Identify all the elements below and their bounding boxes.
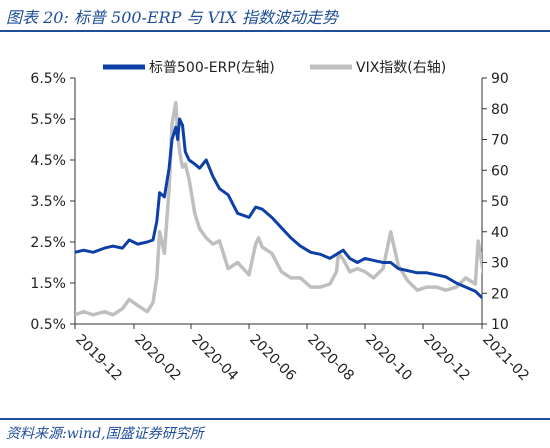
y-right-tick-label: 90 (491, 71, 509, 87)
x-tick-label: 2021-02 (479, 332, 532, 385)
y-left-tick-label: 3.5% (30, 194, 66, 210)
x-tick-label: 2020-08 (304, 332, 357, 385)
y-left-tick-label: 2.5% (30, 235, 66, 251)
y-right-tick-label: 20 (491, 286, 509, 302)
y-right-tick-label: 40 (491, 225, 509, 241)
y-right-tick-label: 70 (491, 133, 509, 149)
y-right-tick-label: 80 (491, 102, 509, 118)
source-rule (0, 418, 550, 420)
source-note: 资料来源:wind,国盛证券研究所 (6, 426, 204, 442)
y-right-tick-label: 50 (491, 194, 509, 210)
x-tick-label: 2020-02 (131, 332, 184, 385)
vix-series-line (75, 100, 482, 317)
x-tick-label: 2019-12 (72, 332, 125, 385)
y-left-tick-label: 4.5% (30, 153, 66, 169)
legend-vix-label: VIX指数(右轴) (356, 60, 446, 76)
y-left-tick-label: 1.5% (30, 276, 66, 292)
x-tick-label: 2020-12 (420, 332, 473, 385)
chart-plot-area (75, 100, 482, 317)
x-tick-label: 2020-10 (362, 332, 415, 385)
y-left-tick-label: 5.5% (30, 112, 66, 128)
y-right-tick-label: 30 (491, 256, 509, 272)
y-right-tick-label: 10 (491, 317, 509, 333)
x-tick-label: 2020-06 (246, 332, 299, 385)
y-left-tick-label: 6.5% (30, 71, 66, 87)
x-tick-label: 2020-04 (188, 332, 241, 385)
legend-erp-label: 标普500-ERP(左轴) (149, 60, 275, 76)
y-left-tick-label: 0.5% (30, 317, 66, 333)
erp-series-line (75, 117, 482, 300)
chart-legend: 标普500-ERP(左轴) VIX指数(右轴) (103, 60, 446, 76)
title-rule (0, 30, 550, 32)
y-right-tick-label: 60 (491, 163, 509, 179)
figure-title: 图表 20: 标普 500-ERP 与 VIX 指数波动走势 (6, 8, 338, 27)
